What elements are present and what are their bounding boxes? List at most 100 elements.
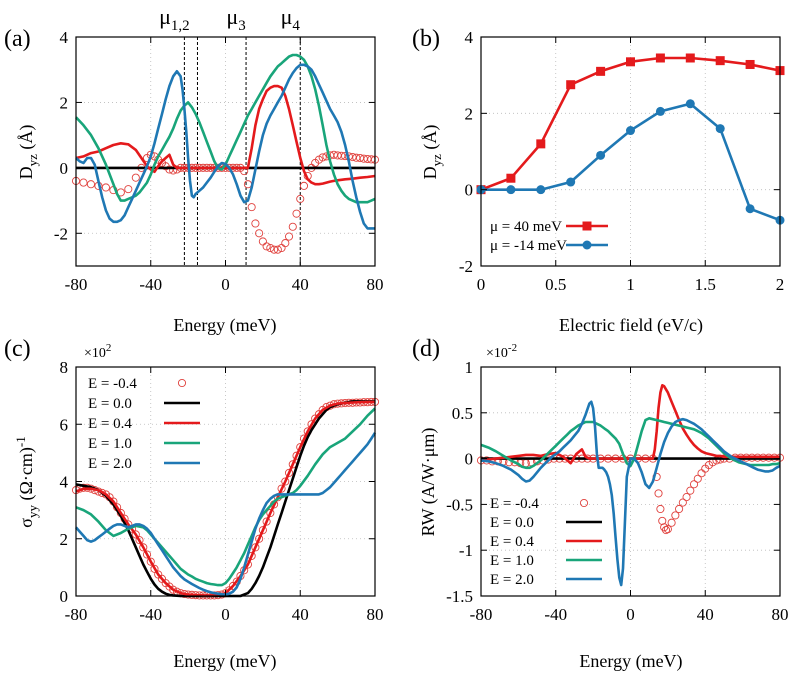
panel-b-y-label-main: D [420, 166, 440, 179]
mu-symbol: μ [159, 4, 171, 29]
y-tick-label: 2 [60, 93, 69, 112]
x-tick-label: 1 [626, 275, 635, 294]
panel-c-multiplier-base: ×10 [84, 346, 106, 361]
data-point [566, 177, 576, 187]
panel-c-y-label-main: σ [16, 518, 36, 528]
panel-b-y-label: Dyz (Å) [420, 125, 444, 180]
panel-c-label: (c) [4, 336, 31, 362]
mu-marker-label: μ3 [226, 4, 245, 34]
panel-b-series [476, 53, 785, 225]
data-point [255, 534, 264, 543]
data-point [284, 468, 294, 477]
x-tick-label: 2 [776, 275, 785, 294]
legend-label: E = 0.0 [490, 515, 534, 531]
data-point [172, 165, 181, 174]
data-point [697, 469, 706, 478]
panel-c-y-label-sub: yy [25, 505, 40, 519]
legend-label: E = 0.0 [88, 396, 132, 412]
x-tick-label: 0.5 [545, 275, 566, 294]
panel-d-x-ticks: -80 -40 0 40 80 [470, 367, 789, 624]
data-point [689, 480, 699, 489]
y-tick-label: -1 [459, 541, 473, 560]
data-point [685, 53, 695, 63]
y-tick-label: 0 [465, 450, 474, 469]
legend-label: μ = 40 meV [490, 219, 562, 235]
legend-label: E = 1.0 [490, 553, 534, 569]
y-tick-label: 4 [60, 28, 69, 47]
x-tick-label: 80 [367, 275, 384, 294]
series-line [75, 84, 376, 186]
panel-c-y-ticks: 0 2 4 6 8 [60, 358, 375, 606]
data-point [86, 180, 95, 189]
panel-a-x-label: Energy (meV) [173, 315, 276, 336]
panel-d-multiplier: ×10-2 [486, 342, 517, 361]
mu-marker-label: μ4 [281, 4, 301, 34]
panel-c-multiplier-exp: 2 [106, 342, 112, 354]
panel-d-series [476, 384, 785, 587]
data-point [661, 525, 671, 535]
legend-label: μ = -14 meV [490, 238, 567, 254]
panel-a-mu-markers: μ1,2 μ3 μ4 [159, 4, 301, 266]
data-point [745, 59, 755, 69]
panel-b-label: (b) [412, 26, 440, 52]
x-tick-label: 0 [221, 605, 230, 624]
y-tick-label: 0 [60, 587, 69, 606]
data-point [715, 124, 725, 134]
mu-symbol: μ [281, 4, 293, 29]
y-tick-label: 0 [465, 181, 474, 200]
data-point [131, 173, 140, 182]
data-point [536, 139, 546, 149]
data-point [745, 204, 755, 214]
x-tick-label: 40 [697, 605, 714, 624]
data-point [654, 489, 663, 498]
data-point [715, 56, 725, 66]
series-line [75, 63, 375, 230]
y-tick-label: 2 [465, 104, 474, 123]
legend-marker [177, 378, 187, 388]
x-tick-label: 80 [772, 605, 789, 624]
legend-marker [582, 221, 592, 231]
data-point [685, 99, 695, 109]
legend-label: E = 2.0 [88, 456, 132, 472]
data-point [667, 518, 676, 527]
panel-c-y-label: σyy (Ω·cm)-1 [13, 436, 40, 527]
data-point [258, 237, 267, 246]
panel-d-y-label: RW (A/W·μm) [418, 428, 439, 537]
panel-c-multiplier: ×102 [84, 342, 111, 361]
data-point [671, 511, 680, 520]
panel-b-y-label-sub: yz [429, 154, 444, 167]
data-point [124, 185, 133, 194]
x-tick-label: -80 [65, 275, 88, 294]
data-point [596, 150, 606, 160]
data-point [150, 564, 159, 573]
data-point [262, 517, 271, 526]
panel-d-y-ticks: -1.5 -1 -0.5 0 0.5 1 [446, 358, 780, 606]
data-point [258, 526, 267, 535]
panel-b-legend: μ = 40 meV μ = -14 meV [490, 219, 608, 254]
data-point [660, 523, 669, 532]
y-tick-label: 6 [60, 415, 69, 434]
series-line [75, 407, 376, 587]
x-tick-label: 40 [292, 275, 309, 294]
data-point [655, 106, 665, 116]
series-line [480, 417, 781, 470]
data-point [135, 536, 144, 545]
data-point [596, 66, 606, 76]
panel-c-y-label-unit: (Ω·cm) [16, 447, 37, 505]
data-point [101, 183, 110, 192]
panel-c-legend: E = -0.4 E = 0.0 E = 0.4 E = 1.0 E = 2.0 [88, 376, 200, 472]
data-point [262, 242, 271, 251]
x-tick-label: 0 [477, 275, 486, 294]
data-point [686, 486, 695, 495]
x-tick-label: -40 [139, 605, 162, 624]
data-point [536, 185, 546, 195]
x-tick-label: -80 [65, 605, 88, 624]
panel-d-x-label: Energy (meV) [579, 651, 682, 672]
legend-label: E = 2.0 [490, 572, 534, 588]
series-line [75, 53, 376, 204]
data-point [678, 498, 687, 507]
panel-a-label: (a) [4, 26, 31, 52]
y-tick-label: -1.5 [446, 587, 473, 606]
data-point [626, 57, 635, 67]
